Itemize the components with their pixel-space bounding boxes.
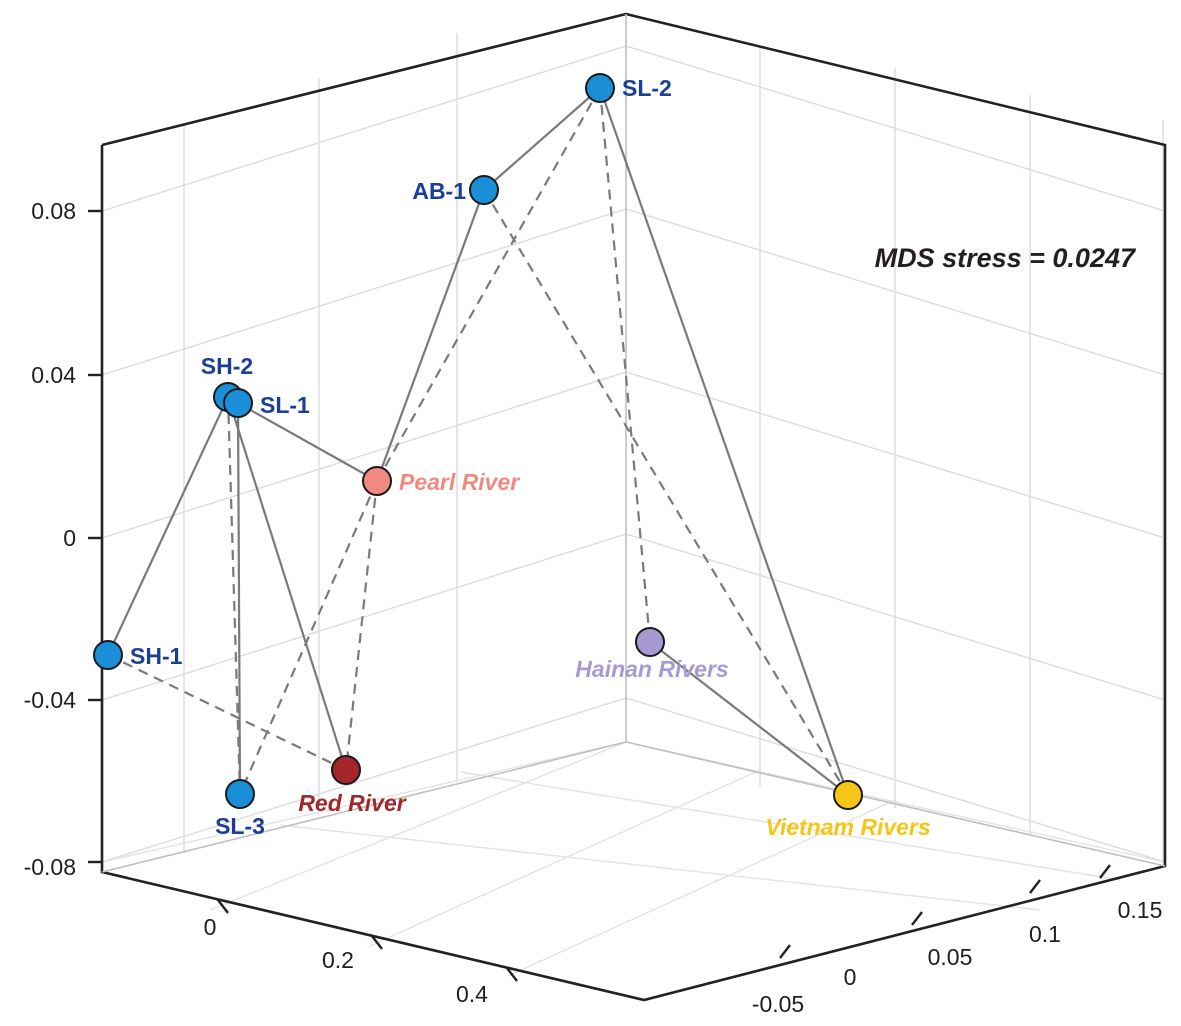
solid-link xyxy=(237,402,378,482)
point-hainan xyxy=(635,627,665,657)
z-tick-label: 0.08 xyxy=(31,198,76,224)
box-inner-edges xyxy=(101,14,1166,873)
y-axis: -0.05 0 0.05 0.1 0.15 xyxy=(752,864,1163,1017)
link-lines xyxy=(107,87,850,796)
right-wall-grid xyxy=(625,45,1166,864)
x-tick-label: 0.4 xyxy=(456,981,488,1007)
point-sl-1 xyxy=(223,388,253,418)
point-sh-1 xyxy=(93,640,123,670)
data-points xyxy=(93,73,863,810)
z-axis: 0.08 0.04 0 -0.04 -0.08 xyxy=(24,198,102,880)
point-label-hainan: Hainan Rivers xyxy=(575,656,728,682)
z-tick-label: -0.04 xyxy=(24,687,77,713)
z-tick-label: 0 xyxy=(63,525,76,551)
point-label-sl-2: SL-2 xyxy=(622,75,672,101)
solid-link xyxy=(649,641,849,796)
x-tick-label: 0 xyxy=(204,914,217,940)
back-wall-grid xyxy=(101,33,627,863)
z-tick-label: 0.04 xyxy=(31,362,76,388)
point-label-ab-1: AB-1 xyxy=(412,178,466,204)
solid-link xyxy=(236,402,242,795)
dashed-link xyxy=(107,654,347,771)
point-pearl xyxy=(362,466,392,496)
x-axis: 0 0.2 0.4 xyxy=(204,899,518,1007)
z-tick-label: -0.08 xyxy=(24,854,76,880)
y-tick-label: -0.05 xyxy=(752,991,804,1017)
point-sl-2 xyxy=(585,73,615,103)
solid-link xyxy=(598,87,850,796)
dashed-link xyxy=(226,396,242,795)
point-vietnam xyxy=(833,780,863,810)
point-label-red: Red River xyxy=(298,790,406,816)
y-tick-label: 0.15 xyxy=(1118,897,1163,923)
point-label-vietnam: Vietnam Rivers xyxy=(765,814,930,840)
stress-annotation: MDS stress = 0.0247 xyxy=(875,243,1137,273)
point-label-pearl: Pearl River xyxy=(399,469,520,495)
dashed-link xyxy=(598,87,652,643)
x-tick-label: 0.2 xyxy=(322,947,354,973)
dashed-link xyxy=(483,189,849,796)
point-label-sh-1: SH-1 xyxy=(130,643,183,669)
point-label-sh-2: SH-2 xyxy=(201,353,253,379)
point-sl-3 xyxy=(225,779,255,809)
floor-grid xyxy=(101,741,1166,977)
point-ab-1 xyxy=(469,175,499,205)
solid-link xyxy=(483,87,601,191)
chart-box-frame xyxy=(100,12,1167,1002)
point-labels: SL-2 AB-1 SH-2 SL-1 SH-1 SL-3 Pearl River Red R… xyxy=(130,75,931,840)
solid-link xyxy=(375,189,486,482)
dashed-link xyxy=(344,480,379,771)
dashed-link xyxy=(238,480,379,795)
point-label-sl-1: SL-1 xyxy=(260,392,310,418)
point-red xyxy=(331,755,361,785)
dashed-link xyxy=(376,87,601,482)
solid-link xyxy=(107,396,229,656)
y-tick-label: 0 xyxy=(844,964,857,990)
solid-link xyxy=(226,396,348,771)
y-tick-label: 0.05 xyxy=(928,944,973,970)
point-label-sl-3: SL-3 xyxy=(215,813,265,839)
y-tick-label: 0.1 xyxy=(1029,921,1061,947)
